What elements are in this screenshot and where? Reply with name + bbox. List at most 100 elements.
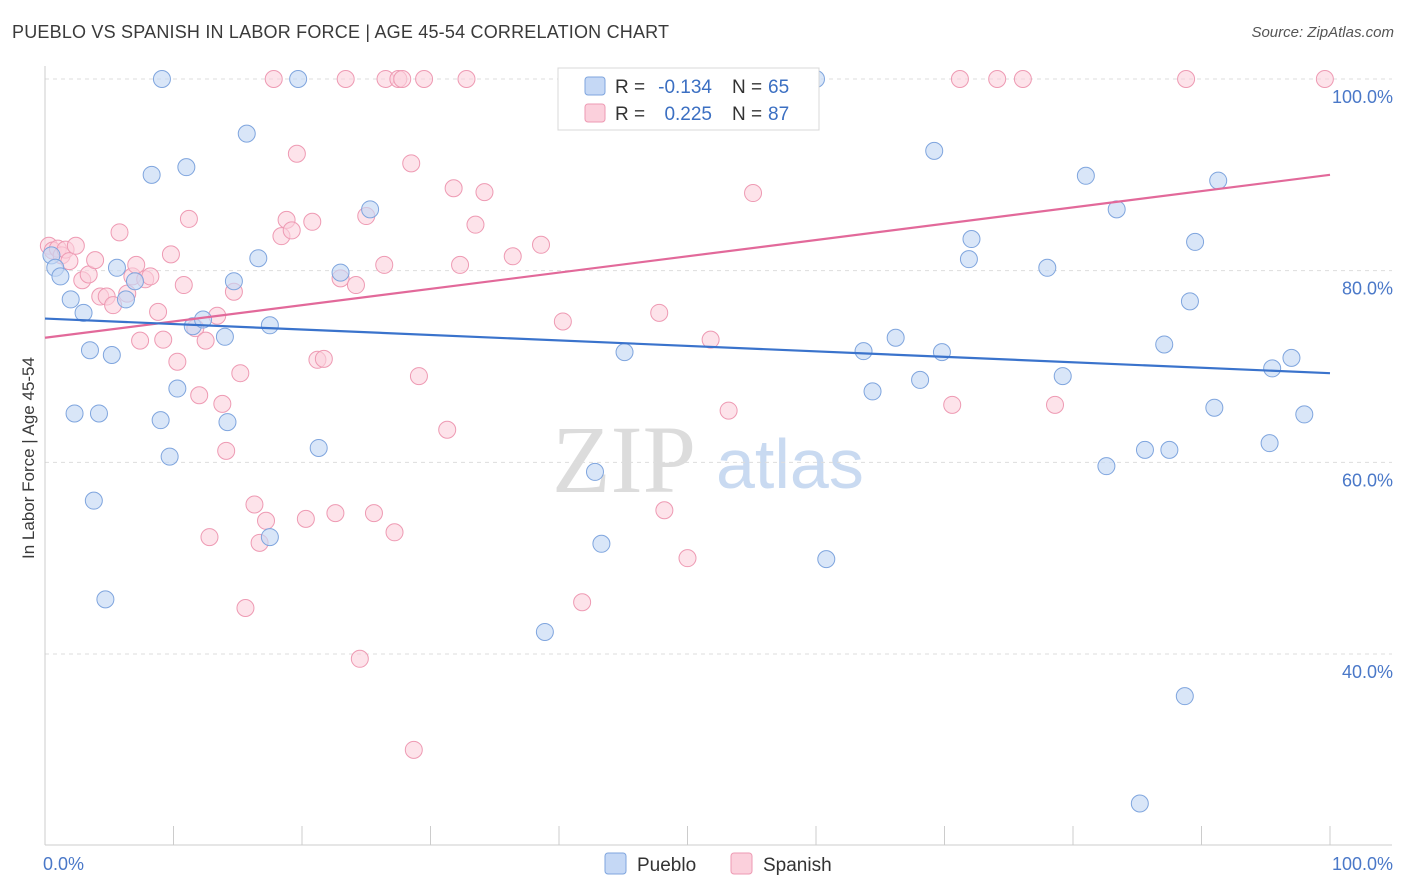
pueblo-point	[1205, 398, 1224, 417]
spanish-point	[650, 303, 669, 322]
pueblo-point	[886, 328, 905, 347]
spanish-point	[168, 352, 187, 371]
pueblo-point	[51, 267, 70, 286]
legend-r-label: R =	[615, 77, 645, 98]
spanish-point	[744, 184, 763, 203]
spanish-point	[110, 223, 129, 242]
spanish-point	[200, 528, 219, 547]
y-tick-label: 100.0%	[1332, 87, 1393, 107]
pueblo-point	[361, 200, 380, 219]
legend-pueblo-label: Pueblo	[637, 855, 696, 876]
y-tick-label: 40.0%	[1342, 662, 1393, 682]
spanish-point	[475, 183, 494, 202]
pueblo-point	[1295, 405, 1314, 424]
pueblo-point	[592, 534, 611, 553]
spanish-point	[988, 70, 1007, 88]
pueblo-point	[309, 438, 328, 457]
pueblo-point	[817, 550, 836, 569]
legend-spanish-swatch	[730, 852, 753, 875]
pueblo-point	[962, 230, 981, 249]
spanish-point	[66, 236, 85, 255]
legend-pueblo-swatch	[604, 852, 627, 875]
pueblo-point	[1038, 258, 1057, 277]
spanish-point	[196, 331, 215, 350]
pueblo-point	[1135, 440, 1154, 459]
spanish-point	[264, 70, 283, 88]
pueblo-point	[260, 528, 279, 547]
spanish-point	[415, 70, 434, 88]
pueblo-point	[125, 272, 144, 291]
spanish-point	[503, 247, 522, 266]
spanish-point	[179, 209, 198, 228]
spanish-point	[364, 504, 383, 523]
spanish-point	[573, 593, 592, 612]
pueblo-point	[102, 346, 121, 364]
x-tick-label: 100.0%	[1332, 854, 1393, 874]
pueblo-point	[1209, 171, 1228, 190]
pueblo-point	[1180, 292, 1199, 311]
spanish-point	[131, 331, 150, 350]
spanish-point	[1315, 70, 1334, 88]
pueblo-point	[96, 590, 115, 609]
pueblo-point	[925, 141, 944, 160]
spanish-point	[350, 649, 369, 668]
spanish-point	[314, 349, 333, 368]
spanish-point	[86, 251, 105, 270]
spanish-point	[409, 367, 428, 386]
trendlines	[44, 173, 1331, 375]
pueblo-point	[224, 272, 243, 291]
spanish-point	[444, 179, 463, 198]
spanish-point	[451, 255, 470, 274]
legend-spanish-label: Spanish	[763, 855, 832, 876]
pueblo-point	[160, 447, 179, 466]
spanish-point	[174, 276, 193, 295]
pueblo-point	[1160, 440, 1179, 459]
pueblo-point	[152, 70, 171, 88]
pueblo-point	[74, 303, 93, 322]
series-legend: Pueblo Spanish	[604, 852, 832, 876]
legend-r-label: R =	[615, 104, 645, 125]
spanish-point	[190, 386, 209, 405]
pueblo-point	[237, 124, 256, 143]
source-label: Source: ZipAtlas.com	[1251, 24, 1394, 41]
chart-title: PUEBLO VS SPANISH IN LABOR FORCE | AGE 4…	[12, 22, 670, 42]
spanish-point	[326, 504, 345, 523]
spanish-point	[466, 215, 485, 234]
tick-labels: 40.0% 60.0% 80.0% 100.0% 0.0% 100.0%	[43, 87, 1393, 874]
legend-n-value: 87	[768, 104, 789, 125]
legend-swatch-spanish	[584, 103, 606, 123]
y-tick-label: 80.0%	[1342, 279, 1393, 299]
legend-n-label: N =	[732, 77, 762, 98]
pueblo-point	[177, 158, 196, 177]
pueblo-point	[84, 491, 103, 510]
pueblo-point	[1260, 434, 1279, 453]
spanish-point	[236, 599, 255, 617]
legend-n-label: N =	[732, 104, 762, 125]
pueblo-point	[959, 250, 978, 269]
pueblo-point	[535, 622, 554, 641]
pueblo-point	[585, 462, 604, 481]
spanish-point	[336, 70, 355, 88]
spanish-point	[149, 302, 168, 321]
spanish-point	[402, 154, 421, 173]
x-tick-label: 0.0%	[43, 854, 84, 874]
pueblo-point	[1175, 687, 1194, 706]
axes	[44, 66, 1392, 846]
spanish-point	[393, 70, 412, 88]
spanish-point	[1046, 395, 1065, 414]
pueblo-point	[331, 263, 350, 282]
pueblo-point	[61, 290, 80, 309]
spanish-point	[296, 509, 315, 528]
spanish-point	[287, 144, 306, 163]
spanish-point	[1177, 70, 1196, 88]
correlation-legend: R = -0.134 N = 65 R = 0.225 N = 87	[557, 67, 820, 131]
pueblo-point	[863, 382, 882, 401]
pueblo-point	[80, 341, 99, 360]
spanish-point	[457, 70, 476, 88]
spanish-point	[1013, 70, 1032, 88]
y-tick-label: 60.0%	[1342, 470, 1393, 490]
spanish-point	[385, 523, 404, 542]
pueblo-point	[260, 316, 279, 335]
pueblo-point	[168, 379, 187, 398]
